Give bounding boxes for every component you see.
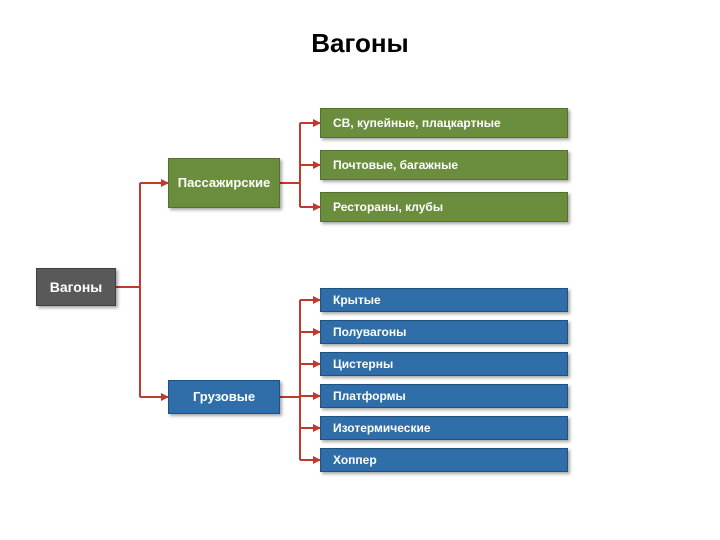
root-label: Вагоны	[37, 279, 115, 295]
category-freight-label: Грузовые	[173, 390, 275, 405]
leaf-label: Цистерны	[333, 357, 567, 371]
leaf-passenger-0: СВ, купейные, плацкартные	[320, 108, 568, 138]
leaf-freight-5: Хоппер	[320, 448, 568, 472]
leaf-label: Платформы	[333, 389, 567, 403]
leaf-label: Полувагоны	[333, 325, 567, 339]
category-passenger-label: Пассажирские	[173, 176, 275, 191]
leaf-freight-4: Изотермические	[320, 416, 568, 440]
leaf-label: Рестораны, клубы	[333, 200, 567, 214]
leaf-passenger-1: Почтовые, багажные	[320, 150, 568, 180]
leaf-label: Крытые	[333, 293, 567, 307]
category-freight: Грузовые	[168, 380, 280, 414]
leaf-freight-2: Цистерны	[320, 352, 568, 376]
diagram-canvas: { "title": "Вагоны", "title_fontsize": 2…	[0, 0, 720, 540]
root-node: Вагоны	[36, 268, 116, 306]
leaf-freight-1: Полувагоны	[320, 320, 568, 344]
leaf-passenger-2: Рестораны, клубы	[320, 192, 568, 222]
leaf-label: СВ, купейные, плацкартные	[333, 116, 567, 130]
leaf-label: Хоппер	[333, 453, 567, 467]
leaf-freight-3: Платформы	[320, 384, 568, 408]
page-title: Вагоны	[0, 28, 720, 59]
leaf-freight-0: Крытые	[320, 288, 568, 312]
category-passenger: Пассажирские	[168, 158, 280, 208]
leaf-label: Изотермические	[333, 421, 567, 435]
leaf-label: Почтовые, багажные	[333, 158, 567, 172]
